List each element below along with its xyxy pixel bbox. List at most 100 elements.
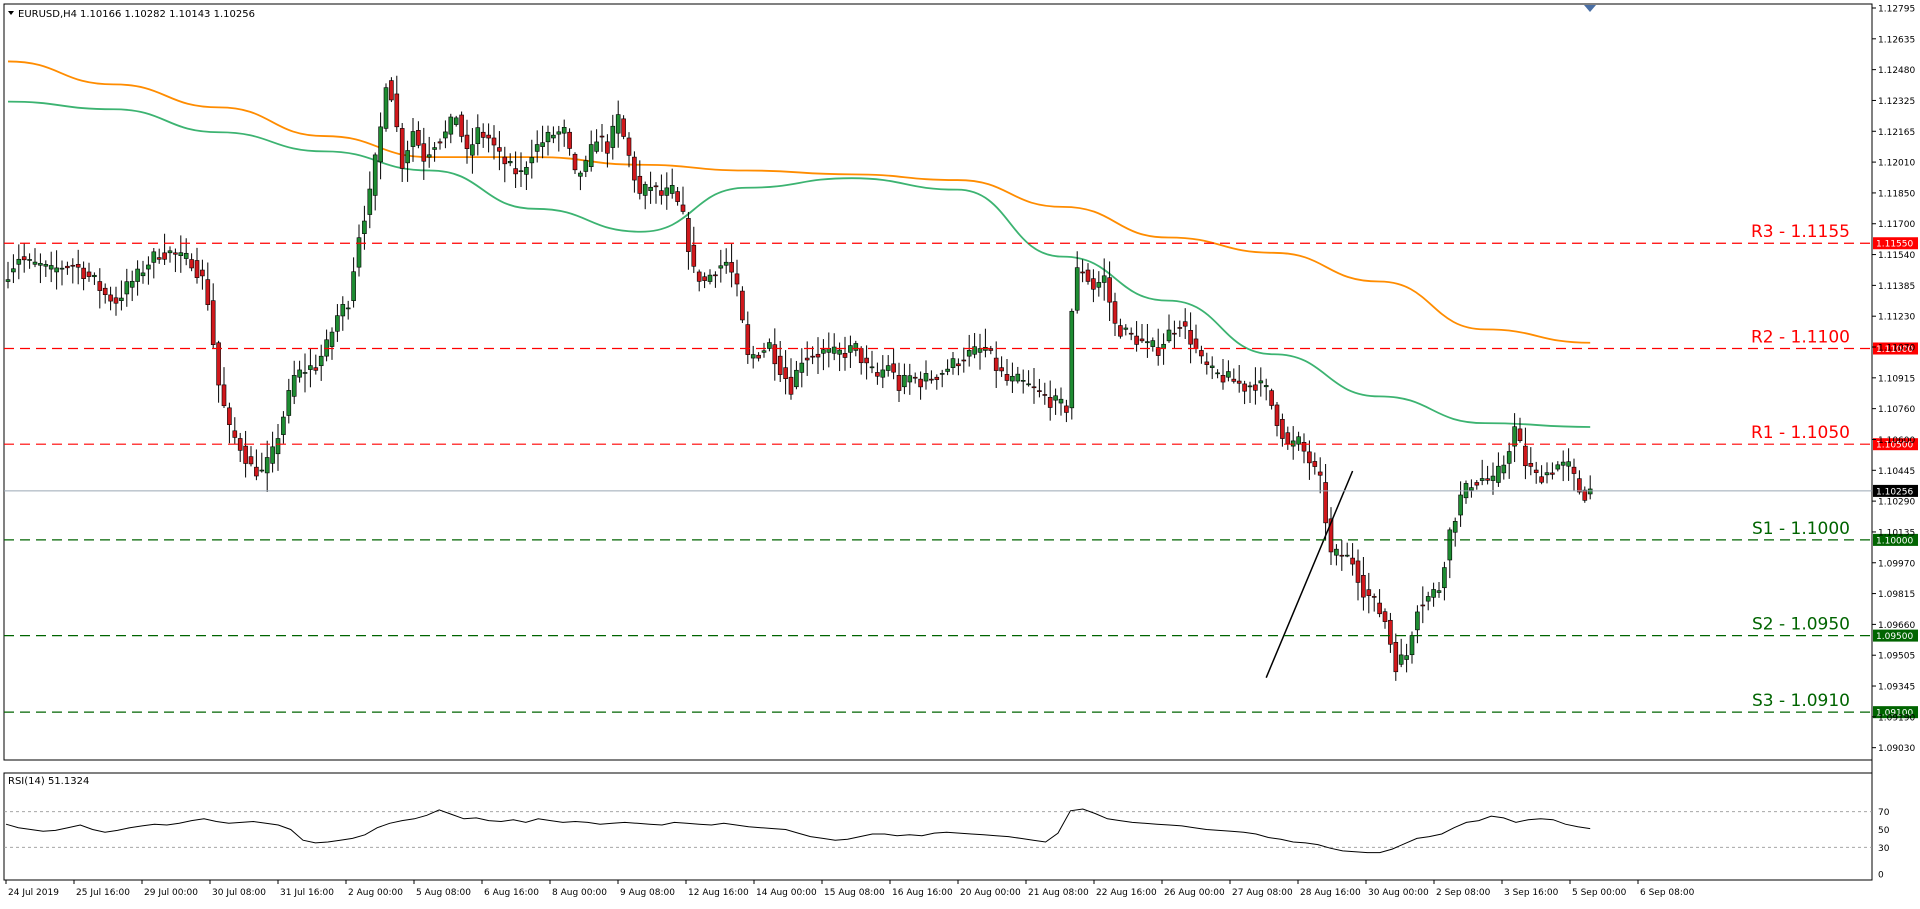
candle-body — [831, 346, 837, 354]
candle-body — [1166, 329, 1172, 342]
candle-body — [1496, 465, 1501, 483]
candle-body — [259, 469, 265, 472]
candle-body — [464, 134, 470, 150]
candle-body — [513, 168, 518, 175]
candle-body — [583, 160, 589, 172]
level-badge — [1873, 438, 1918, 451]
candle-body — [756, 354, 761, 359]
candle-body — [945, 368, 950, 372]
dropdown-arrow-icon[interactable] — [8, 11, 14, 15]
current-price-badge — [1873, 484, 1918, 497]
candle-body — [1269, 390, 1274, 406]
y-tick-label: 1.12635 — [1878, 35, 1915, 45]
candle-body — [1215, 372, 1220, 375]
level-label: S1 - 1.1000 — [1752, 519, 1850, 539]
y-tick-label: 1.09190 — [1878, 713, 1915, 723]
x-tick-label: 28 Aug 16:00 — [1300, 888, 1361, 898]
candle-body — [1544, 472, 1550, 476]
candle-body — [221, 384, 227, 407]
candle-body — [745, 324, 751, 355]
candle-body — [1231, 378, 1237, 382]
candle-body — [281, 416, 286, 435]
candle-body — [1031, 386, 1037, 389]
level-badge — [1873, 629, 1918, 642]
candle-body — [113, 297, 119, 304]
candle-body — [507, 161, 513, 164]
candle-body — [329, 331, 335, 347]
candle-body — [1571, 466, 1577, 474]
candle-body — [108, 294, 113, 302]
candle-body — [869, 366, 875, 369]
y-tick-label: 1.11700 — [1878, 220, 1915, 230]
candle-body — [491, 137, 497, 146]
y-tick-label: 1.12795 — [1878, 5, 1915, 15]
x-tick-label: 31 Jul 16:00 — [280, 888, 334, 898]
main-chart-frame — [3, 3, 1873, 761]
candle-body — [443, 131, 448, 139]
y-tick-label: 1.11230 — [1878, 313, 1915, 323]
candle-body — [1344, 554, 1350, 557]
candle-body — [1020, 380, 1026, 382]
rsi-tick-label: 70 — [1878, 808, 1890, 818]
candle-body — [1323, 482, 1328, 524]
candle-body — [32, 261, 38, 265]
candle-body — [1204, 361, 1210, 365]
candle-body — [1274, 404, 1280, 426]
candle-body — [675, 191, 680, 202]
candle-body — [993, 357, 999, 371]
candle-body — [912, 376, 918, 379]
candle-body — [696, 271, 702, 282]
candle-body — [1296, 436, 1301, 445]
y-tick-label: 1.10445 — [1878, 467, 1915, 477]
candle-body — [362, 220, 367, 234]
candle-body — [102, 287, 108, 295]
x-tick-label: 9 Aug 08:00 — [620, 888, 675, 898]
x-tick-label: 25 Jul 16:00 — [76, 888, 130, 898]
candle-body — [81, 267, 86, 280]
candle-body — [1528, 463, 1534, 467]
candle-body — [734, 273, 740, 285]
x-tick-label: 30 Jul 08:00 — [212, 888, 266, 898]
candle-body — [1064, 405, 1069, 413]
rsi-title: RSI(14) 51.1324 — [8, 776, 89, 787]
candle-body — [929, 378, 934, 381]
candle-body — [1350, 557, 1355, 565]
y-tick-label: 1.11850 — [1878, 189, 1915, 199]
candle-body — [923, 373, 929, 382]
candle-body — [534, 144, 540, 152]
candle-body — [956, 363, 961, 367]
candle-body — [1409, 635, 1415, 656]
candle-body — [286, 390, 292, 416]
candle-body — [1490, 475, 1496, 481]
candle-body — [567, 131, 572, 149]
candle-body — [1112, 301, 1118, 324]
candle-body — [1247, 385, 1253, 388]
candle-body — [1053, 395, 1058, 401]
x-tick-label: 5 Sep 00:00 — [1572, 888, 1627, 898]
candle-body — [124, 281, 130, 295]
candle-body — [588, 144, 594, 167]
candle-body — [497, 147, 502, 152]
y-tick-label: 1.09815 — [1878, 590, 1915, 600]
y-tick-label: 1.11385 — [1878, 282, 1915, 292]
rsi-panel-frame — [3, 772, 1873, 881]
candle-body — [799, 362, 805, 373]
candle-body — [1128, 332, 1134, 335]
level-badge — [1873, 706, 1918, 719]
x-tick-label: 5 Aug 08:00 — [416, 888, 471, 898]
rsi-tick-label: 50 — [1878, 826, 1890, 836]
candle-body — [1560, 461, 1566, 466]
candle-body — [27, 259, 32, 261]
level-badge — [1873, 342, 1918, 355]
candle-body — [1074, 267, 1080, 311]
candle-body — [92, 274, 97, 278]
candle-body — [880, 369, 886, 378]
candle-body — [189, 259, 194, 269]
candle-body — [902, 374, 907, 388]
candle-body — [858, 348, 864, 364]
candle-body — [1398, 654, 1404, 665]
scroll-marker-icon[interactable] — [1584, 5, 1596, 12]
candle-body — [1469, 487, 1474, 491]
